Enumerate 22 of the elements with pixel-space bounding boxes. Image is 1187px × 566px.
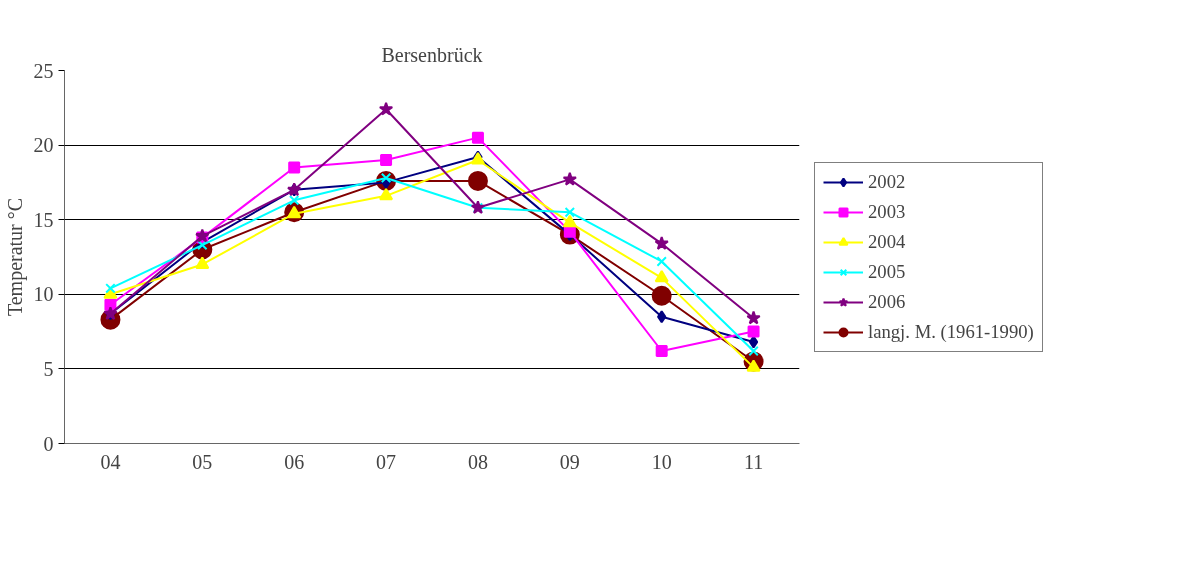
legend-label: 2003: [868, 200, 906, 223]
legend-label: 2006: [868, 290, 906, 313]
legend-label: 2002: [868, 170, 906, 193]
x-tick-label: 05: [192, 450, 213, 473]
legend-label: 2005: [868, 260, 906, 283]
y-tick-label: 10: [33, 283, 54, 306]
chart-title: Bersenbrück: [381, 43, 483, 66]
y-tick-label: 20: [33, 134, 54, 157]
x-tick-label: 07: [376, 450, 397, 473]
x-tick-label: 04: [100, 450, 121, 473]
x-tick-label: 11: [743, 450, 764, 473]
legend-label: 2004: [868, 230, 906, 253]
y-tick-label: 25: [33, 59, 54, 82]
x-tick-label: 10: [651, 450, 672, 473]
y-tick-label: 15: [33, 208, 54, 231]
y-tick-label: 5: [43, 357, 54, 380]
legend-label: langj. M. (1961-1990): [868, 320, 1034, 343]
x-tick-label: 08: [467, 450, 488, 473]
x-tick-label: 06: [284, 450, 305, 473]
y-axis-title: Temperatur °C: [3, 197, 27, 317]
x-tick-label: 09: [559, 450, 580, 473]
y-tick-label: 0: [43, 432, 54, 455]
